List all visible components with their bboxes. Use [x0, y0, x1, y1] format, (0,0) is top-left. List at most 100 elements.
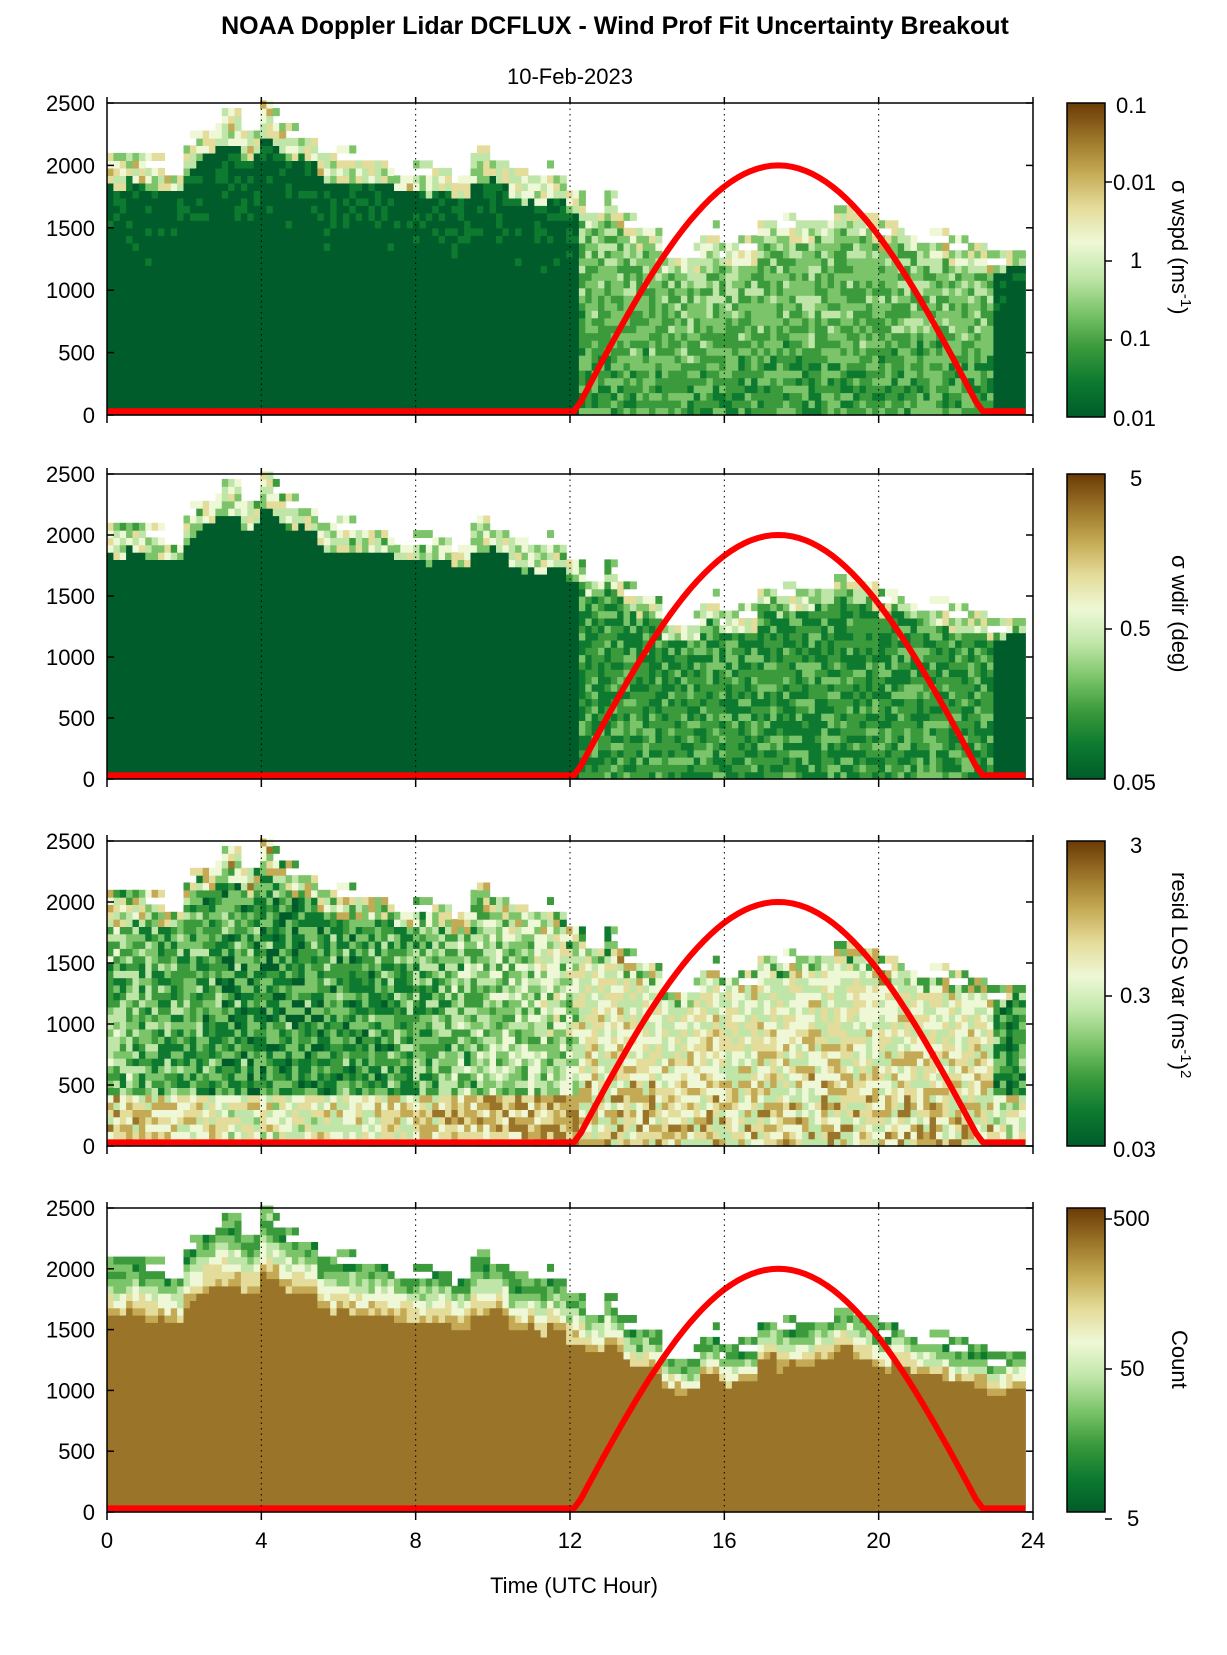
heatmap-cell	[993, 370, 1000, 378]
heatmap-cell	[152, 552, 159, 560]
heatmap-cell	[209, 523, 216, 531]
heatmap-cell	[305, 183, 312, 191]
heatmap-cell	[152, 684, 159, 692]
heatmap-cell	[126, 589, 133, 597]
heatmap-cell	[324, 213, 331, 221]
heatmap-cell	[113, 589, 120, 597]
heatmap-cell	[949, 303, 956, 311]
heatmap-cell	[184, 400, 191, 408]
heatmap-cell	[228, 280, 235, 288]
heatmap-cell	[828, 340, 835, 348]
heatmap-cell	[828, 355, 835, 363]
heatmap-cell	[611, 220, 618, 228]
heatmap-cell	[592, 220, 599, 228]
heatmap-cell	[126, 295, 133, 303]
heatmap-cell	[604, 400, 611, 408]
heatmap-cell	[553, 243, 560, 251]
heatmap-cell	[209, 764, 216, 772]
heatmap-cell	[541, 273, 548, 281]
heatmap-cell	[196, 145, 203, 153]
heatmap-cell	[196, 764, 203, 772]
heatmap-cell	[369, 303, 376, 311]
heatmap-cell	[802, 220, 809, 228]
heatmap-cell	[158, 640, 165, 648]
heatmap-cell	[407, 393, 414, 401]
heatmap-cell	[911, 340, 918, 348]
heatmap-cell	[432, 393, 439, 401]
heatmap-cell	[719, 265, 726, 273]
heatmap-cell	[789, 288, 796, 296]
heatmap-cell	[260, 393, 267, 401]
heatmap-cell	[834, 370, 841, 378]
heatmap-cell	[758, 288, 765, 296]
heatmap-cell	[369, 250, 376, 258]
heatmap-cell	[177, 220, 184, 228]
heatmap-cell	[394, 250, 401, 258]
heatmap-cell	[113, 574, 120, 582]
heatmap-cell	[298, 153, 305, 161]
heatmap-cell	[298, 183, 305, 191]
heatmap-cell	[789, 243, 796, 251]
heatmap-cell	[420, 235, 427, 243]
heatmap-cell	[215, 523, 222, 531]
heatmap-cell	[254, 235, 261, 243]
heatmap-cell	[458, 265, 465, 273]
heatmap-cell	[254, 355, 261, 363]
heatmap-cell	[490, 295, 497, 303]
y-tick-label: 2500	[46, 91, 95, 116]
heatmap-cell	[139, 640, 146, 648]
heatmap-cell	[120, 545, 127, 553]
heatmap-cell	[528, 265, 535, 273]
heatmap-cell	[222, 138, 229, 146]
heatmap-cell	[738, 235, 745, 243]
heatmap-cell	[126, 764, 133, 772]
heatmap-cell	[1006, 273, 1013, 281]
heatmap-cell	[120, 640, 127, 648]
heatmap-cell	[209, 699, 216, 707]
heatmap-cell	[923, 378, 930, 386]
heatmap-cell	[592, 228, 599, 236]
heatmap-cell	[426, 220, 433, 228]
heatmap-cell	[113, 228, 120, 236]
heatmap-cell	[279, 168, 286, 176]
heatmap-cell	[483, 303, 490, 311]
heatmap-cell	[305, 280, 312, 288]
heatmap-cell	[624, 213, 631, 221]
heatmap-cell	[139, 235, 146, 243]
heatmap-cell	[783, 228, 790, 236]
heatmap-cell	[337, 145, 344, 153]
heatmap-cell	[490, 228, 497, 236]
heatmap-cell	[164, 265, 171, 273]
heatmap-cell	[139, 310, 146, 318]
heatmap-cell	[777, 228, 784, 236]
heatmap-cell	[936, 295, 943, 303]
heatmap-cell	[107, 243, 114, 251]
heatmap-cell	[215, 153, 222, 161]
heatmap-cell	[573, 355, 580, 363]
heatmap-cell	[126, 393, 133, 401]
heatmap-cell	[828, 310, 835, 318]
heatmap-cell	[885, 370, 892, 378]
heatmap-cell	[828, 258, 835, 266]
heatmap-cell	[560, 363, 567, 371]
heatmap-cell	[209, 400, 216, 408]
heatmap-cell	[203, 662, 210, 670]
heatmap-cell	[560, 258, 567, 266]
heatmap-cell	[228, 250, 235, 258]
heatmap-cell	[687, 325, 694, 333]
heatmap-cell	[254, 228, 261, 236]
heatmap-cell	[464, 243, 471, 251]
heatmap-cell	[164, 400, 171, 408]
heatmap-cell	[917, 258, 924, 266]
heatmap-cell	[190, 340, 197, 348]
heatmap-cell	[235, 333, 242, 341]
heatmap-cell	[139, 537, 146, 545]
heatmap-cell	[981, 258, 988, 266]
heatmap-cell	[164, 691, 171, 699]
heatmap-cell	[311, 250, 318, 258]
heatmap-cell	[292, 348, 299, 356]
heatmap-cell	[643, 378, 650, 386]
heatmap-cell	[706, 265, 713, 273]
heatmap-cell	[337, 213, 344, 221]
heatmap-cell	[981, 370, 988, 378]
